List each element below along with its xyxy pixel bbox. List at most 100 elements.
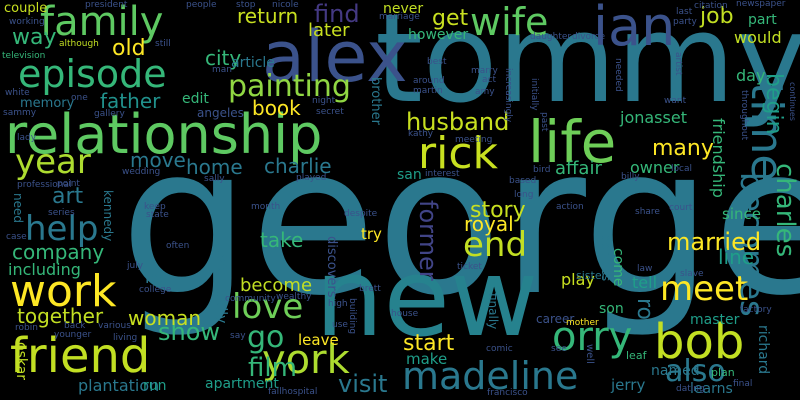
word-around: around [413, 76, 445, 86]
word-local: local [671, 164, 692, 174]
word-make: make [406, 350, 448, 368]
word-dating: dating [676, 384, 705, 394]
word-artist: artist [673, 52, 683, 76]
word-film: film [248, 353, 297, 383]
word-career: career [536, 312, 575, 326]
word-together: together [17, 304, 104, 328]
word-daughter: daughter [530, 32, 572, 42]
word-new: new [315, 236, 539, 361]
word-run: run [143, 378, 167, 394]
word-throughout: throughout [739, 90, 749, 141]
word-ian: ian [593, 0, 676, 58]
word-work: work [10, 266, 117, 317]
word-charlie: charlie [264, 154, 332, 178]
word-various: various [98, 321, 131, 331]
word-affair: affair [555, 158, 602, 179]
word-however: however [408, 27, 469, 43]
word-leaf: leaf [626, 349, 647, 362]
word-see: see [551, 344, 567, 354]
word-fallhospital: fallhospital [268, 387, 318, 397]
word-court: court [669, 203, 693, 213]
word-well: well [584, 344, 595, 364]
word-rob: rob [632, 298, 657, 334]
word-painting: painting [228, 69, 351, 104]
word-memory: memory [20, 96, 75, 111]
word-billy: billy [621, 172, 640, 182]
word-professional: professional [17, 180, 72, 190]
word-series: series [48, 208, 75, 218]
word-people: people [186, 0, 217, 10]
word-share: share [635, 207, 660, 217]
word-article: article [231, 55, 275, 71]
word-television: television [2, 51, 46, 61]
word-family: family [40, 0, 164, 45]
word-state: state [146, 210, 169, 220]
word-ticket: ticket [457, 262, 482, 272]
word-played: played [296, 173, 327, 183]
word-city: city [205, 46, 242, 70]
word-brother: brother [368, 77, 383, 125]
word-newspaper: newspaper [736, 0, 786, 9]
word-kennedy: kennedy [101, 190, 115, 242]
word-citation: citation [694, 1, 728, 11]
word-wedding: wedding [122, 167, 161, 177]
word-long: long [514, 190, 534, 200]
word-sally: sally [204, 174, 225, 184]
word-master: master [690, 312, 740, 328]
word-find: find [314, 0, 360, 28]
word-jerry: jerry [611, 376, 646, 394]
word-increasingly: increasingly [503, 68, 513, 123]
word-needed: needed [613, 58, 623, 92]
word-year: year [15, 142, 91, 182]
word-company: company [12, 240, 105, 264]
word-tell: tell [632, 273, 658, 292]
word-become: become [240, 275, 313, 296]
word-july: july [127, 261, 144, 271]
word-alex: alex [262, 16, 408, 98]
word-owner: owner [630, 158, 680, 177]
word-based: based [509, 176, 537, 186]
word-would: would [734, 28, 782, 47]
word-son: son [599, 301, 624, 317]
word-although: although [59, 39, 99, 49]
word-friendship: friendship [709, 118, 728, 198]
word-meeting: meeting [455, 135, 493, 145]
word-act: act [482, 75, 496, 85]
word-show: show [158, 318, 221, 346]
word-interest: interest [425, 169, 460, 179]
word-martin: martin [413, 86, 443, 96]
word-one: one [71, 93, 88, 103]
word-house: house [391, 309, 419, 319]
word-marry: marry [471, 66, 498, 76]
word-jonasset: jonasset [620, 108, 687, 127]
word-factory: factory [740, 305, 772, 315]
word-still: still [155, 39, 171, 49]
word-despite: despite [344, 209, 378, 219]
word-end: end [463, 225, 528, 265]
word-back: back [64, 321, 86, 331]
word-help: help [25, 209, 99, 249]
word-old: old [112, 36, 146, 61]
word-high: high [328, 299, 348, 309]
word-part: part [748, 12, 777, 28]
word-bird: bird [533, 165, 551, 175]
word-leave: leave [298, 331, 339, 349]
word-party: party [673, 17, 697, 27]
word-apartment: apartment [205, 376, 279, 392]
word-point: point [57, 179, 80, 189]
word-couple: couple [4, 1, 48, 16]
word-divorce: divorce [572, 32, 606, 42]
word-keep: keep [144, 202, 166, 212]
word-brett: brett [359, 284, 381, 294]
word-come: come [610, 248, 626, 287]
word-named: named [651, 363, 700, 379]
word-last: last [676, 7, 693, 17]
word-kathy: kathy [408, 129, 434, 139]
word-san: san [397, 167, 422, 183]
word-los: los [145, 268, 168, 287]
word-say: say [230, 331, 246, 341]
word-final: final [733, 379, 753, 389]
word-life: life [528, 108, 617, 176]
word-month: month [251, 202, 281, 212]
word-rick: rick [418, 128, 498, 179]
